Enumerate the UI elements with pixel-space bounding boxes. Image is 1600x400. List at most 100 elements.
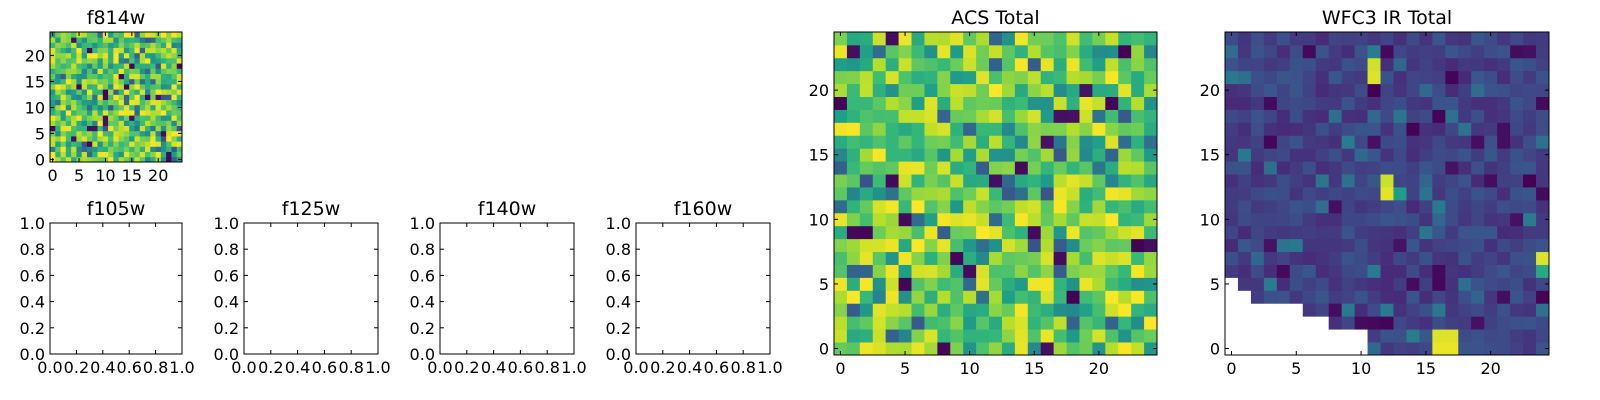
heatmap-cell [1302, 96, 1317, 110]
heatmap-cell [1393, 161, 1407, 175]
heatmap-cell [92, 89, 98, 95]
heatmap-cell [1393, 251, 1407, 265]
heatmap-cell [989, 174, 1003, 188]
heatmap-cell [898, 238, 912, 253]
heatmap-cell [834, 199, 848, 214]
heatmap-cell [166, 146, 172, 152]
heatmap-cell [1001, 161, 1016, 175]
heatmap-cell [71, 32, 77, 38]
heatmap-cell [989, 342, 1003, 356]
heatmap-cell [1014, 148, 1029, 162]
heatmap-cell [1079, 303, 1093, 317]
heatmap-cell [1484, 316, 1498, 330]
heatmap-cell [1367, 342, 1381, 356]
x-tick-label: 15 [1416, 359, 1436, 378]
heatmap-cell [1014, 225, 1029, 240]
heatmap-cell [898, 316, 912, 330]
heatmap-cell [1105, 251, 1119, 265]
heatmap-cell [950, 109, 964, 123]
heatmap-cell [65, 136, 72, 142]
heatmap-cell [1367, 174, 1381, 188]
heatmap-cell [1315, 264, 1330, 278]
heatmap-cell [76, 78, 83, 85]
heatmap-cell [1250, 161, 1265, 175]
heatmap-cell [872, 109, 887, 123]
heatmap-cell [171, 94, 178, 100]
heatmap-cell [976, 303, 990, 317]
heatmap-cell [113, 68, 120, 74]
heatmap-cell [1432, 44, 1446, 59]
heatmap-cell [60, 37, 67, 43]
heatmap-cell [60, 115, 67, 121]
heatmap-cell [92, 130, 98, 137]
x-tick-label: 0.4 [481, 358, 506, 377]
heatmap-cell [1263, 290, 1278, 304]
heatmap-cell [97, 99, 104, 106]
heatmap-cell [1040, 277, 1055, 291]
heatmap-cell [1471, 96, 1485, 110]
heatmap-cell [1393, 135, 1407, 149]
heatmap-cell [1237, 96, 1252, 110]
heatmap-cell [898, 251, 912, 265]
heatmap-cell [1315, 57, 1330, 72]
heatmap-cell [1328, 277, 1343, 291]
heatmap-cell [1289, 225, 1304, 240]
heatmap-cell [1289, 277, 1304, 291]
heatmap-cell [1014, 122, 1029, 136]
heatmap-cell [976, 277, 990, 291]
heatmap-cell [150, 125, 156, 132]
heatmap-cell [86, 58, 93, 64]
heatmap-cell [1276, 32, 1291, 46]
heatmap-cell [1040, 264, 1055, 278]
heatmap-cell [1471, 122, 1485, 136]
heatmap-cell [963, 122, 977, 136]
heatmap-cell [1419, 83, 1433, 97]
heatmap-cell [1040, 44, 1055, 59]
heatmap-cell [60, 68, 67, 74]
heatmap-cell [963, 225, 977, 240]
heatmap-cell [846, 122, 861, 136]
heatmap-cell [834, 251, 848, 265]
heatmap-cell [71, 63, 77, 69]
heatmap-cell [1419, 212, 1433, 227]
heatmap-cell [1131, 238, 1145, 253]
heatmap-cell [1484, 44, 1498, 59]
heatmap-cell [108, 58, 114, 64]
heatmap-cell [1079, 83, 1093, 97]
heatmap-cell [55, 110, 61, 116]
heatmap-cell [1471, 225, 1485, 240]
heatmap-cell [1092, 70, 1106, 85]
heatmap-cell [872, 174, 887, 188]
heatmap-cell [50, 42, 56, 48]
heatmap-cell [950, 251, 964, 265]
heatmap-cell [65, 52, 72, 59]
heatmap-cell [937, 342, 951, 356]
heatmap-cell [872, 212, 887, 227]
heatmap-cell [155, 115, 162, 121]
heatmap-cell [171, 68, 178, 74]
heatmap-cell [1105, 290, 1119, 304]
heatmap-cell [1027, 148, 1042, 162]
heatmap-cell [1406, 96, 1420, 110]
heatmap-cell [160, 130, 167, 137]
heatmap-cell [1027, 225, 1042, 240]
heatmap-cell [1536, 161, 1550, 175]
heatmap-cell [1380, 96, 1394, 110]
heatmap-cell [1053, 290, 1067, 304]
heatmap-cell [123, 37, 130, 43]
heatmap-cell [1263, 264, 1278, 278]
heatmap-cell [1144, 316, 1158, 330]
heatmap-cell [102, 141, 109, 147]
heatmap-cell [102, 130, 109, 137]
heatmap-cell [898, 70, 912, 85]
heatmap-cell [963, 342, 977, 356]
heatmap-cell [129, 94, 135, 100]
heatmap-cell [65, 130, 72, 137]
heatmap-cell [1079, 225, 1093, 240]
heatmap-cell [86, 84, 93, 90]
heatmap-cell [1001, 251, 1016, 265]
heatmap-cell [1250, 83, 1265, 97]
heatmap-cell [846, 83, 861, 97]
heatmap-cell [1536, 316, 1550, 330]
heatmap-cell [1328, 57, 1343, 72]
